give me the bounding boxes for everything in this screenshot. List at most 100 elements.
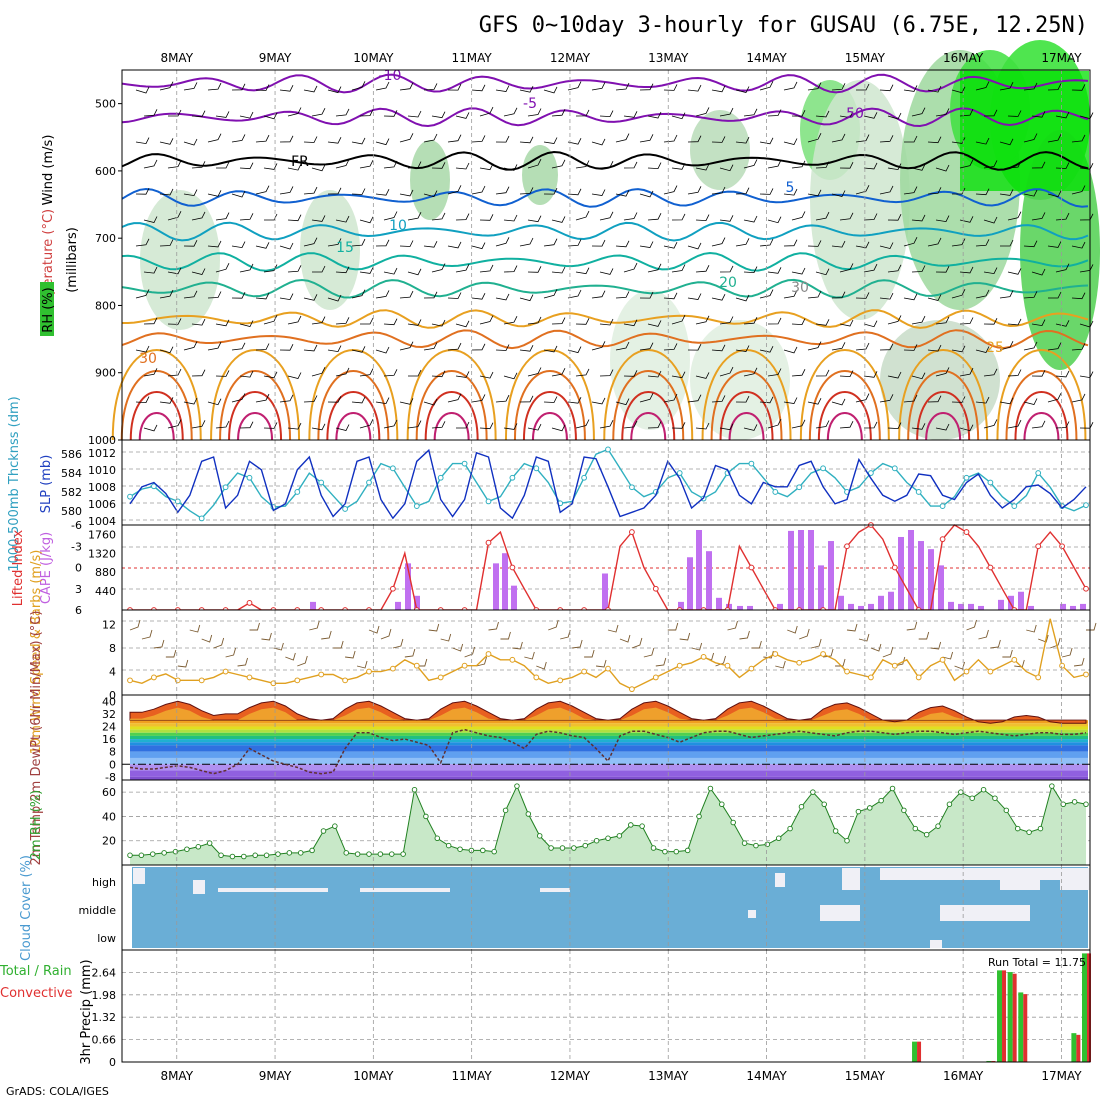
y-tick-label: 40 xyxy=(102,695,116,708)
wind-barb xyxy=(167,318,182,325)
wind-barb xyxy=(543,345,558,353)
wind-barb xyxy=(735,294,750,302)
contour-label: 25 xyxy=(986,340,1004,356)
wind-barb xyxy=(935,367,950,377)
cloud-gap xyxy=(880,868,1090,880)
wind-barb xyxy=(647,320,662,327)
rh-point xyxy=(275,851,281,857)
date-label-bottom: 14MAY xyxy=(746,1069,787,1083)
wind-barb xyxy=(1055,162,1070,169)
warm-isotherm xyxy=(219,370,292,441)
wind-barb xyxy=(687,343,702,351)
wind-barb xyxy=(863,320,878,328)
wind-barb xyxy=(951,238,966,247)
wind-barb xyxy=(983,216,998,224)
lifted-index-point xyxy=(390,585,396,592)
thickness-point xyxy=(915,489,922,495)
rh-point xyxy=(867,805,873,811)
y-tick-label: 0 xyxy=(109,758,116,771)
wind-10m-barb xyxy=(225,647,237,658)
wind-barb xyxy=(623,370,638,377)
upper-air-axis-titles: Wind (m/s) Temperature (°C) RH (%) (mill… xyxy=(40,135,80,336)
wind-barb xyxy=(1023,82,1038,91)
wind-barb xyxy=(952,187,966,195)
precip-total-legend: Total / Rain xyxy=(0,964,72,979)
wind-barb xyxy=(543,86,558,94)
wind-barb xyxy=(287,265,302,273)
wind10m-label: 10m Wind Speed & Barbs (m/s) xyxy=(29,550,44,755)
y-tick-label: 20 xyxy=(102,835,116,848)
wind-barb xyxy=(183,397,198,405)
thickness-point xyxy=(939,503,946,510)
wind-barb xyxy=(567,188,582,196)
wind-barb xyxy=(783,346,798,354)
wind-barb xyxy=(471,394,486,403)
precip-axis-titles: Total / Rain Convective 3hr Precip (mm) xyxy=(0,959,94,1064)
warm-isotherm xyxy=(504,349,595,441)
wind-barb xyxy=(575,267,590,275)
rh-point xyxy=(855,808,862,815)
wind-barb xyxy=(567,289,582,299)
wind-barb xyxy=(567,346,582,354)
wind-barb xyxy=(759,346,774,353)
wind-barb xyxy=(423,241,438,248)
wind-10m-panel: 12 8 4 0 xyxy=(102,609,1097,702)
wind-barb xyxy=(831,83,846,91)
rh-point xyxy=(832,828,839,834)
cape-bar xyxy=(678,601,684,610)
rh-point xyxy=(218,852,224,859)
wind-barb xyxy=(279,344,294,351)
cape-bar xyxy=(818,565,824,610)
wind-barb xyxy=(216,161,230,169)
wind-barb xyxy=(959,266,974,274)
wind-barb xyxy=(263,163,278,170)
wind-speed-point xyxy=(629,686,635,693)
wind-speed-point xyxy=(844,668,850,675)
rh-point xyxy=(1037,825,1044,832)
wind-barb xyxy=(407,420,422,429)
wind-barb xyxy=(239,421,254,429)
wind-barb xyxy=(143,368,158,377)
wind-barb xyxy=(711,344,726,352)
wind-barb xyxy=(927,136,942,144)
temp-band xyxy=(130,723,1088,727)
wind-barb xyxy=(639,342,654,351)
warm-isotherm xyxy=(433,412,470,441)
temp-band xyxy=(130,732,1088,736)
rh-point xyxy=(912,825,919,832)
wind-barb xyxy=(551,159,566,169)
wind-barb xyxy=(375,81,390,91)
wind-barb xyxy=(767,317,782,325)
warm-isotherm xyxy=(138,412,175,441)
date-label-bottom: 8MAY xyxy=(160,1069,193,1083)
date-label-top: 13MAY xyxy=(648,51,689,65)
wind-barb xyxy=(575,368,590,377)
wind-barb xyxy=(527,215,542,223)
rh-point xyxy=(1049,783,1055,789)
y-tick-label: 900 xyxy=(95,367,116,380)
wind-barb xyxy=(1047,190,1062,198)
wind-10m-barb xyxy=(440,633,452,642)
wind-barb xyxy=(671,422,686,429)
rh-shading xyxy=(410,140,450,220)
wind-10m-barb xyxy=(655,657,667,667)
wind-barb xyxy=(471,242,486,250)
wind-speed-point xyxy=(342,677,349,684)
wind-barb xyxy=(327,137,342,144)
y-tick-label: 12 xyxy=(102,619,116,632)
date-label-bottom: 9MAY xyxy=(259,1069,292,1083)
y-tick-label: 800 xyxy=(95,299,116,312)
wind-10m-barb xyxy=(1026,624,1037,633)
wind-barb xyxy=(647,111,662,119)
wind-barb xyxy=(975,396,990,404)
wind-barb xyxy=(167,419,182,429)
wind-barb xyxy=(839,370,854,378)
lifted-index-point xyxy=(246,600,253,606)
wind-barb xyxy=(1071,343,1086,351)
rh-point xyxy=(662,848,668,855)
rh-point xyxy=(1003,807,1010,814)
wind-barb xyxy=(1007,419,1022,429)
wind-barb xyxy=(1007,211,1022,221)
isotherm-line xyxy=(121,150,1089,171)
rh-point xyxy=(946,801,953,808)
